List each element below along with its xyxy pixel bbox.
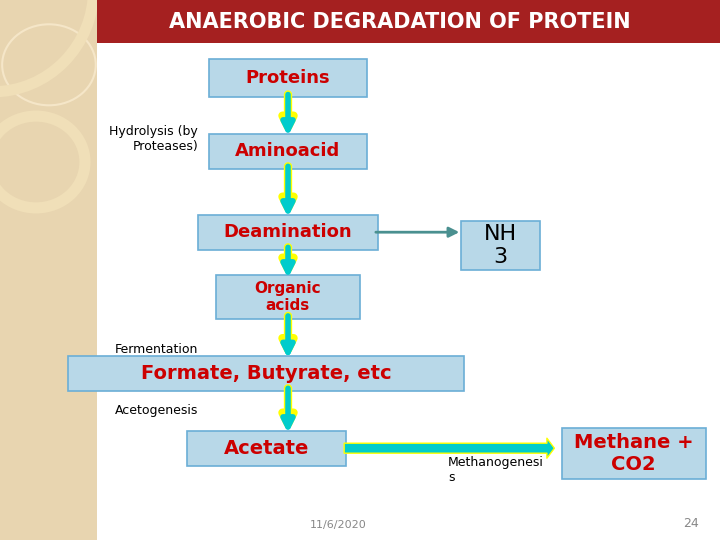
Text: Hydrolysis (by
Proteases): Hydrolysis (by Proteases) [109, 125, 198, 153]
FancyBboxPatch shape [68, 356, 464, 391]
Text: Acetogenesis: Acetogenesis [114, 404, 198, 417]
Text: 24: 24 [683, 517, 698, 530]
Text: NH
3: NH 3 [484, 224, 517, 267]
FancyBboxPatch shape [216, 275, 360, 319]
FancyBboxPatch shape [562, 428, 706, 480]
Text: Acetate: Acetate [224, 438, 309, 458]
Text: Aminoacid: Aminoacid [235, 142, 341, 160]
Text: Deamination: Deamination [224, 223, 352, 241]
Text: Organic
acids: Organic acids [255, 281, 321, 313]
Text: 11/6/2020: 11/6/2020 [310, 520, 366, 530]
Text: Formate, Butyrate, etc: Formate, Butyrate, etc [141, 364, 392, 383]
FancyBboxPatch shape [187, 431, 346, 465]
FancyBboxPatch shape [209, 59, 367, 97]
FancyBboxPatch shape [0, 0, 97, 540]
FancyBboxPatch shape [461, 221, 540, 270]
Text: Fermentation: Fermentation [114, 343, 198, 356]
Text: Methanogenesi
s: Methanogenesi s [448, 456, 544, 484]
Text: Methane +
CO2: Methane + CO2 [574, 433, 693, 474]
Text: ANAEROBIC DEGRADATION OF PROTEIN: ANAEROBIC DEGRADATION OF PROTEIN [168, 11, 631, 32]
Text: Proteins: Proteins [246, 69, 330, 87]
FancyBboxPatch shape [97, 0, 720, 43]
FancyBboxPatch shape [209, 134, 367, 168]
FancyBboxPatch shape [198, 214, 378, 249]
